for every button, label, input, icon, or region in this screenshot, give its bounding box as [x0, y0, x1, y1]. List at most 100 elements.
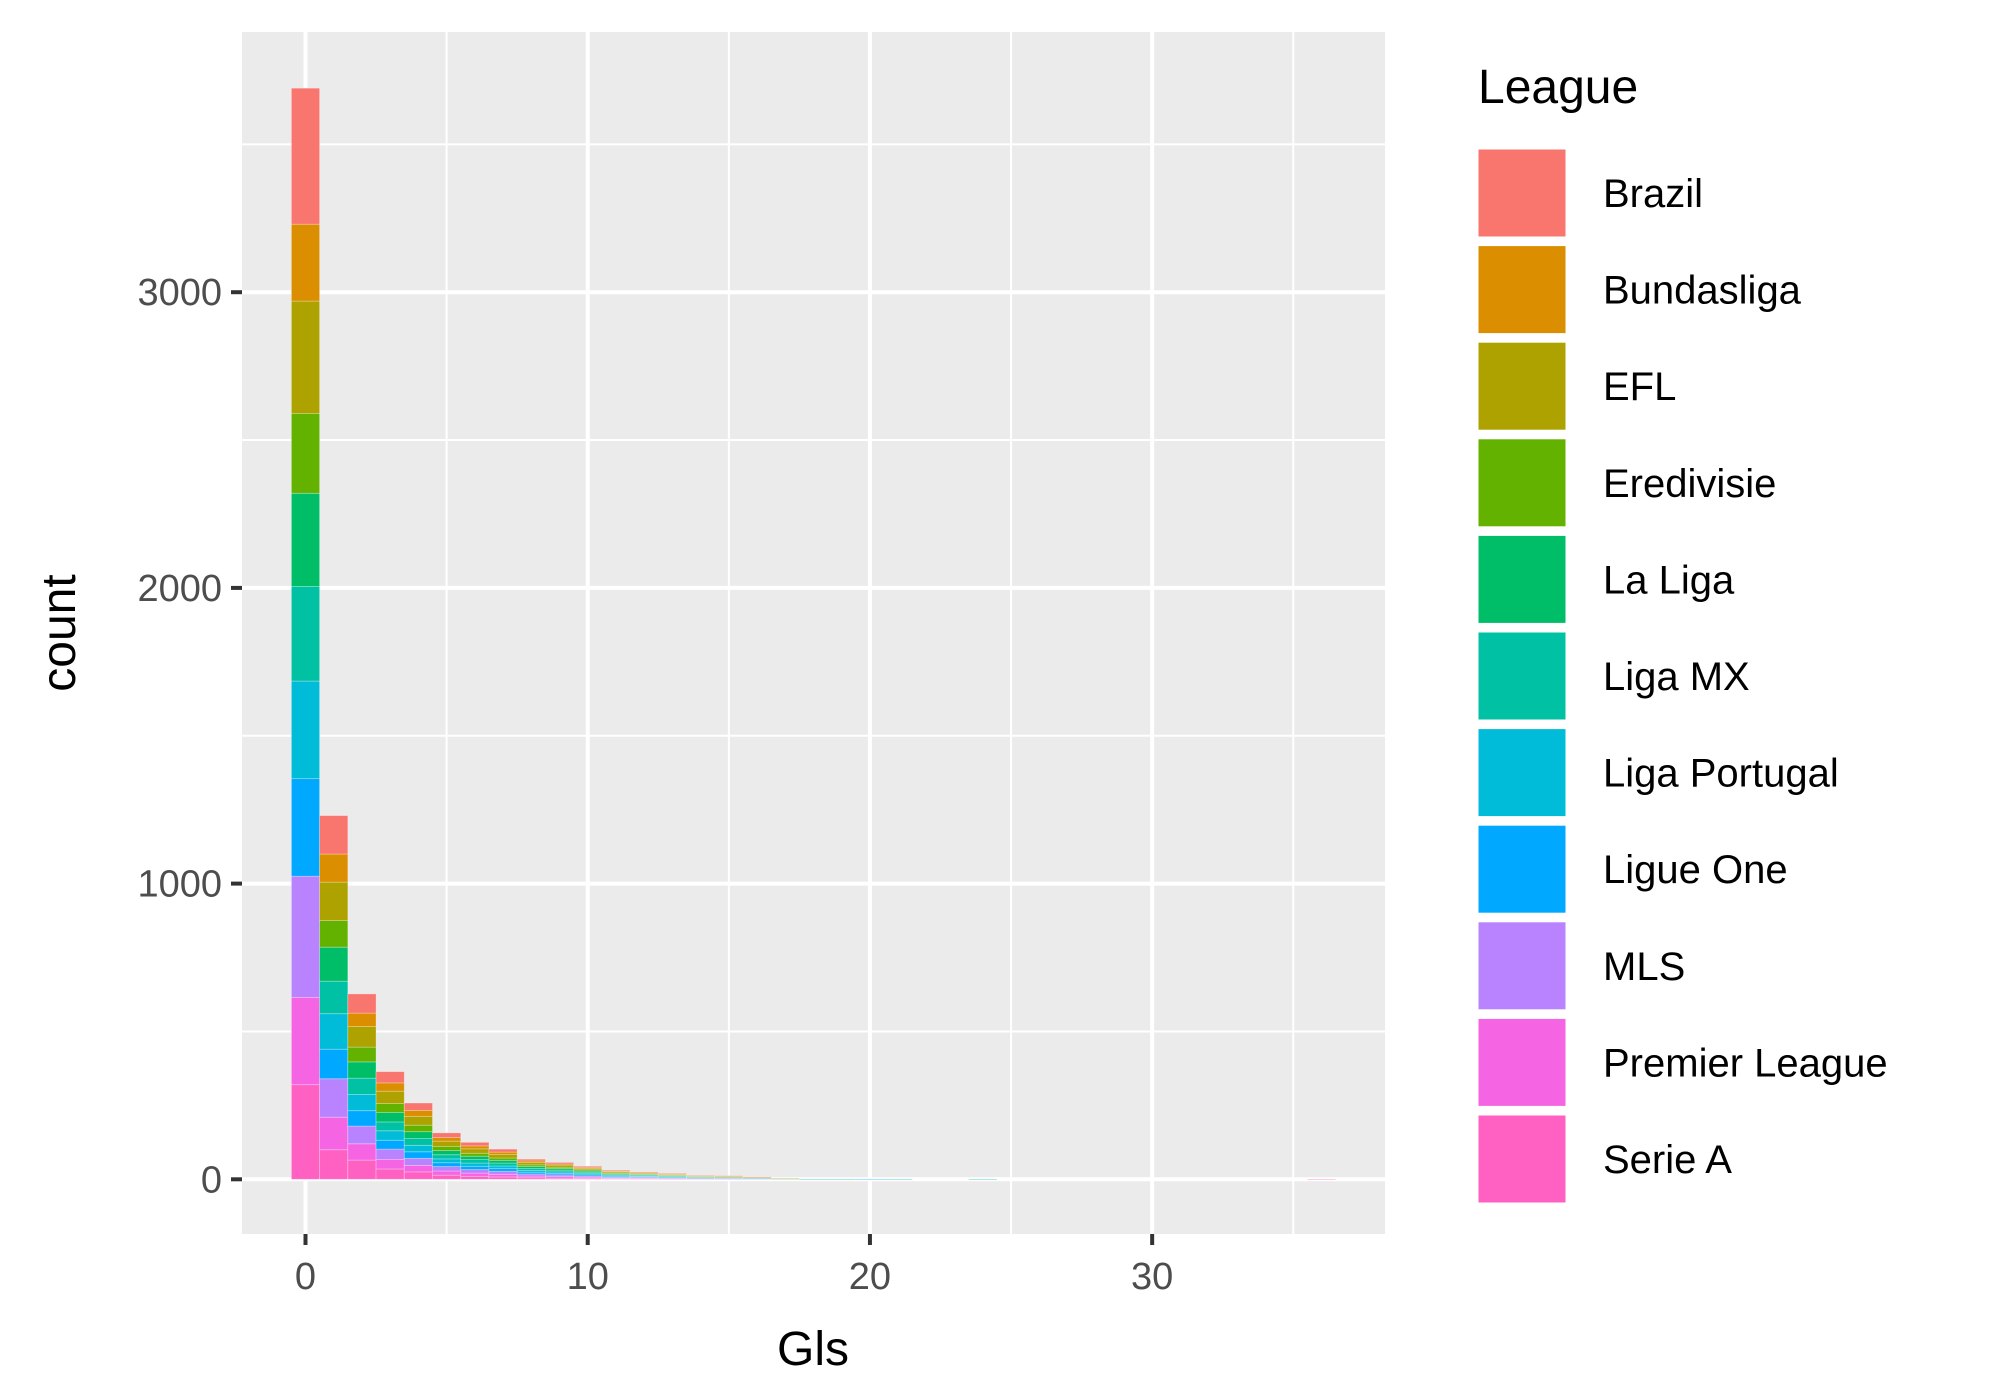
histogram-bar-segment [347, 1110, 377, 1127]
histogram-bar-segment [432, 1158, 462, 1164]
histogram-bar-segment [968, 1178, 998, 1180]
axes: 0 10 20 30 0 1000 2000 3000 [137, 272, 1173, 1298]
histogram-bar-segment [319, 980, 349, 1015]
histogram-bar-segment [460, 1152, 490, 1157]
y-axis-title: count [33, 574, 86, 691]
histogram-bar-segment [460, 1172, 490, 1177]
histogram-bar-segment [319, 1116, 349, 1151]
y-tick-label: 0 [201, 1159, 222, 1201]
histogram-bar-segment [319, 815, 349, 855]
histogram-bar-segment [432, 1146, 462, 1152]
histogram-bar-segment [290, 87, 321, 225]
legend-key-label: La Liga [1603, 558, 1735, 602]
y-tick-label: 2000 [137, 568, 222, 610]
legend-key-label: Liga MX [1603, 655, 1750, 699]
histogram-bar-segment [488, 1170, 518, 1175]
histogram-bar-segment [347, 1026, 377, 1048]
minor-gridlines [163, 32, 1385, 1234]
histogram-bar-segment [403, 1102, 433, 1111]
histogram-bar-segment [403, 1124, 433, 1133]
histogram-bar-segment [290, 586, 321, 682]
histogram-bar-segment [432, 1162, 462, 1167]
histogram-bar-segment [319, 1048, 349, 1080]
histogram-bar-segment [375, 1090, 405, 1104]
histogram-bar-segment [488, 1162, 518, 1167]
legend-key-label: Brazil [1603, 172, 1703, 216]
histogram-bar-segment [375, 1130, 405, 1141]
histogram-bar-segment [375, 1112, 405, 1123]
histogram-bar-segment [432, 1150, 462, 1156]
legend: League Brazil Bundasliga EFL Eredivisie La L… [1475, 61, 1888, 1206]
histogram-bar-segment [347, 993, 377, 1014]
legend-key-swatch [1475, 919, 1569, 1013]
histogram-bar-segment [319, 920, 349, 948]
panel-background [242, 32, 1385, 1234]
histogram-bar-segment [290, 413, 321, 494]
legend-key-swatch [1475, 822, 1569, 916]
x-tick-label: 0 [295, 1256, 316, 1298]
histogram-bar-segment [629, 1171, 659, 1173]
legend-title: League [1478, 61, 1638, 114]
histogram-bar-segment [686, 1175, 716, 1177]
histogram-bar-segment [319, 853, 349, 883]
legend-key-swatch [1475, 1015, 1569, 1109]
histogram-bar-segment [375, 1121, 405, 1132]
legend-key-swatch [1475, 726, 1569, 820]
histogram-bar-segment [516, 1158, 546, 1162]
histogram-bar-segment [290, 778, 321, 877]
histogram-bar-segment [460, 1165, 490, 1170]
histogram-bar-segment [347, 1094, 377, 1112]
histogram-bar-segment [460, 1159, 490, 1164]
legend-key-swatch [1475, 436, 1569, 530]
legend-key-label: Premier League [1603, 1041, 1888, 1085]
histogram-bar-segment [403, 1138, 433, 1146]
histogram-bar-segment [460, 1145, 490, 1150]
histogram-bar-segment [319, 946, 349, 982]
histogram-bar-segment [403, 1157, 433, 1166]
histogram-bar-segment [319, 1149, 349, 1180]
histogram-bar-segment [432, 1174, 462, 1180]
histogram-bar-segment [347, 1125, 377, 1145]
histogram-bar-segment [319, 1078, 349, 1118]
histogram-bar-segment [488, 1148, 518, 1153]
histogram-bar-segment [319, 881, 349, 921]
histogram-bar-segment [460, 1141, 490, 1147]
histogram-bar-segment [290, 680, 321, 780]
histogram-bar-segment [347, 1061, 377, 1079]
y-tick-label: 1000 [137, 864, 222, 906]
histogram-bar-segment [347, 1077, 377, 1095]
histogram-bar-segment [827, 1178, 857, 1180]
histogram-bar-segment [460, 1148, 490, 1154]
histogram-bar-segment [460, 1155, 490, 1160]
x-tick-label: 30 [1131, 1256, 1173, 1298]
histogram-bar-segment [290, 223, 321, 302]
histogram-bar-segment [432, 1140, 462, 1147]
histogram-bar-segment [742, 1176, 772, 1178]
histogram-bar-segment [375, 1082, 405, 1092]
histogram-bar-segment [1306, 1178, 1337, 1180]
histogram-bar-segment [375, 1071, 405, 1084]
legend-key-label: Bundasliga [1603, 269, 1802, 313]
histogram-bar-segment [347, 1159, 377, 1180]
histogram-bar-segment [403, 1151, 433, 1159]
histogram-bar-segment [290, 997, 321, 1086]
histogram-bar-segment [375, 1168, 405, 1180]
histogram-bar-segment [573, 1165, 603, 1168]
histogram-bar-segment [714, 1175, 744, 1177]
legend-key-label: Serie A [1603, 1138, 1732, 1182]
histogram-bar-segment [290, 492, 321, 587]
histogram-bar-segment [770, 1178, 800, 1180]
histogram-bar-segment [460, 1162, 490, 1167]
histogram-bar-segment [403, 1115, 433, 1126]
histogram-bar-segment [290, 1084, 321, 1180]
histogram-bar-segment [403, 1144, 433, 1153]
legend-key-swatch [1475, 532, 1569, 626]
histogram-bar-segment [403, 1164, 433, 1173]
histogram-bar-segment [375, 1139, 405, 1150]
histogram-bar-segment [403, 1171, 433, 1180]
histogram-bar-segment [460, 1169, 490, 1174]
histogram-bar-segment [403, 1109, 433, 1117]
legend-key-label: Liga Portugal [1603, 752, 1839, 796]
histogram-bar-segment [347, 1012, 377, 1027]
